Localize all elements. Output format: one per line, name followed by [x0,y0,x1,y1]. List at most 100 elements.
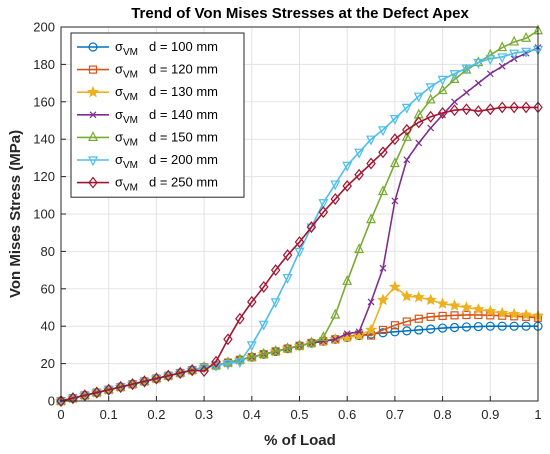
y-tick-label: 100 [33,207,55,222]
data-point [437,84,448,95]
data-point [485,321,495,331]
legend-entry: σ VM d = 120 mm [77,62,218,81]
data-point [294,339,305,350]
data-point [462,310,471,320]
data-point [246,341,257,352]
legend-marker [86,85,100,98]
data-point [270,264,281,277]
x-tick-label: 0.2 [147,407,165,422]
data-point [282,273,293,284]
data-point [223,333,233,346]
data-point [342,161,353,172]
data-point [414,325,424,335]
data-point [364,323,378,336]
data-point [438,311,447,321]
legend-label: d = 100 mm [149,39,218,54]
x-tick-label: 1 [534,407,541,422]
data-point [294,236,305,249]
data-point [366,135,377,146]
data-point [497,41,508,52]
data-point [258,347,269,358]
data-point [331,335,339,343]
legend-subscript: VM [123,183,138,194]
data-point [449,322,460,333]
legend-marker [89,111,97,119]
y-tick-label: 160 [33,94,55,109]
data-point [388,280,401,293]
legend-entry: σ VM d = 250 mm [77,175,218,194]
data-point [199,365,209,378]
data-point [187,364,197,377]
data-point [449,104,460,117]
data-point [437,75,448,86]
x-axis-label: % of Load [264,432,336,449]
chart-title: Trend of Von Mises Stresses at the Defec… [131,5,469,22]
data-point [427,124,435,132]
data-point [412,290,425,303]
legend-symbol: σ [115,107,123,122]
data-point [163,369,174,382]
legend: σ VM d = 100 mmσ VM d = 120 mmσ VM d = 130 mmσ… [70,32,245,198]
data-point [497,101,507,114]
legend-label: d = 250 mm [149,175,218,190]
data-point [282,249,293,262]
legend-entry: σ VM d = 130 mm [77,84,218,103]
data-point [354,243,365,254]
data-point [436,297,449,309]
data-point [175,366,186,379]
data-point [68,392,78,405]
data-point [437,107,448,119]
data-point [211,355,221,368]
y-tick-label: 140 [33,132,55,147]
y-tick-label: 40 [41,319,55,334]
data-point [318,206,329,219]
data-point [379,264,387,272]
legend-entry: σ VM d = 140 mm [77,107,218,126]
y-tick-label: 180 [33,57,55,72]
data-point [342,274,353,285]
data-point [80,389,90,402]
data-point [355,328,363,336]
data-point [402,123,412,136]
data-point [509,49,520,60]
data-point [318,331,329,342]
x-tick-label: 0.9 [481,407,499,422]
y-tick-label: 0 [48,394,55,409]
legend-subscript: VM [123,70,138,81]
data-point [486,70,494,78]
data-point [222,360,233,370]
data-point [485,103,496,116]
legend-entry: σ VM d = 100 mm [77,39,218,58]
data-point [521,321,531,331]
data-point [463,89,470,96]
legend-subscript: VM [123,160,138,171]
legend-label: d = 150 mm [149,129,218,144]
data-point [258,320,269,331]
x-tick-label: 0.3 [195,407,213,422]
data-point [389,157,400,168]
x-tick-label: 0.7 [386,407,404,422]
data-point [378,185,388,196]
legend-entry: σ VM d = 150 mm [77,129,218,148]
data-point [234,358,245,369]
legend-label: d = 130 mm [149,84,218,99]
data-point [413,92,424,103]
data-point [258,280,269,293]
data-point [402,317,411,326]
x-axis-ticks: 0 0.1 0.2 0.3 0.4 0.5 0.6 0.7 0.8 0.9 1 [57,396,542,422]
data-point [497,53,508,64]
data-point [306,336,317,347]
data-point [282,342,293,353]
data-point [520,308,533,321]
y-tick-label: 20 [41,356,55,371]
data-point [521,47,532,58]
data-point [391,197,399,205]
series-6 [56,101,543,407]
y-tick-label: 200 [33,20,55,35]
data-point [401,130,412,141]
data-point [414,314,423,323]
data-point [496,306,509,319]
legend-symbol: σ [115,129,123,144]
data-point [401,103,412,114]
